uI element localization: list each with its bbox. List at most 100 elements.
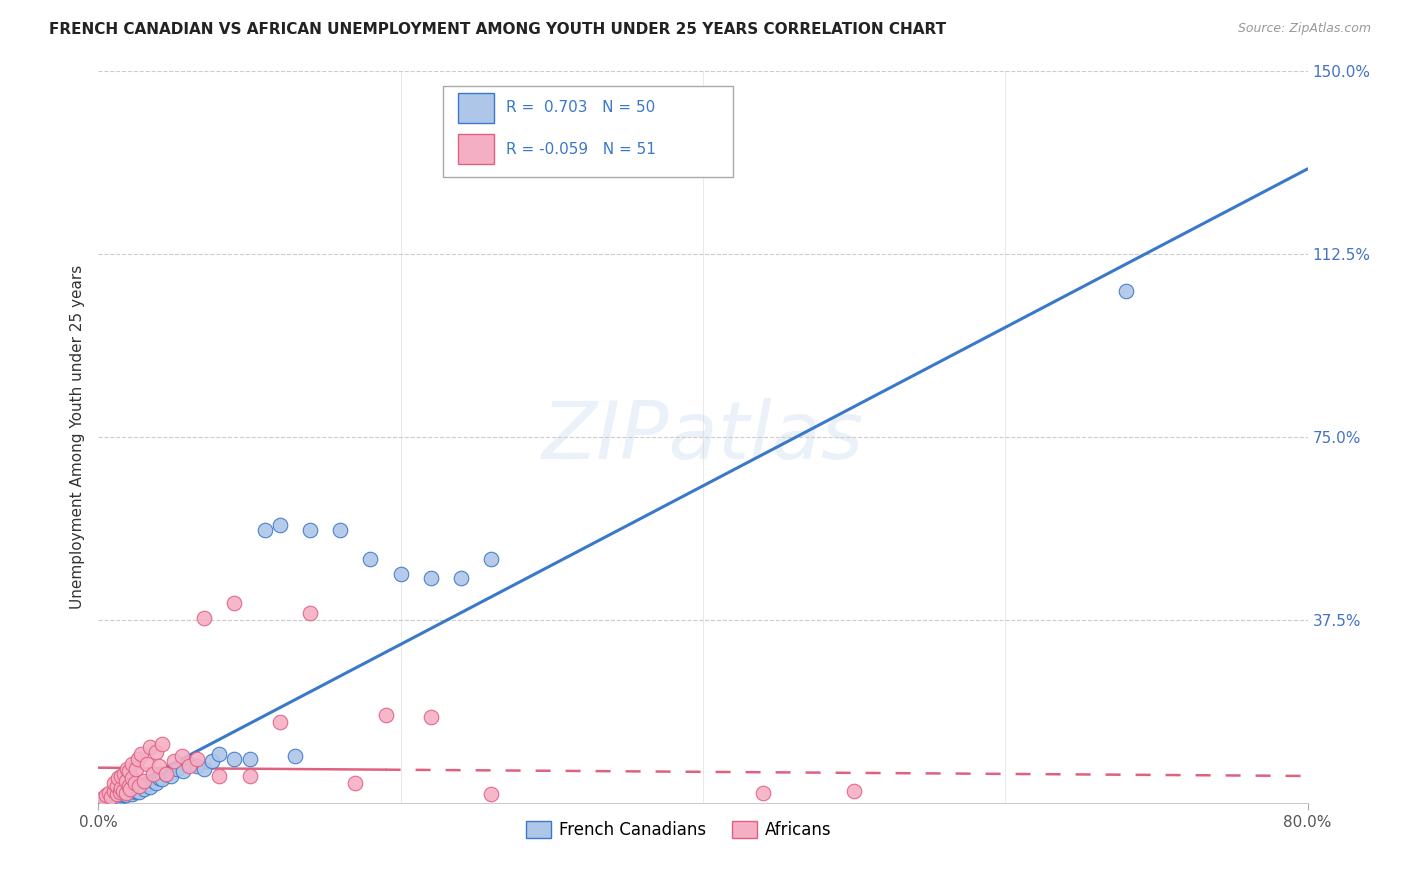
Point <box>135 756 157 771</box>
Point <box>112 766 135 780</box>
Point <box>389 566 412 581</box>
Point <box>170 749 193 764</box>
Point <box>239 769 262 783</box>
Point <box>193 610 215 624</box>
Point <box>135 777 157 791</box>
Point <box>150 737 173 751</box>
Point <box>115 762 138 776</box>
Text: R = -0.059   N = 51: R = -0.059 N = 51 <box>506 142 655 157</box>
Point <box>105 779 128 793</box>
FancyBboxPatch shape <box>457 135 494 164</box>
Point <box>155 766 177 780</box>
Text: R =  0.703   N = 50: R = 0.703 N = 50 <box>506 101 655 115</box>
Point <box>121 772 143 786</box>
Point <box>142 773 165 788</box>
Point <box>208 747 231 761</box>
Point <box>752 786 775 800</box>
Point <box>269 715 291 730</box>
Point <box>103 789 125 803</box>
Point <box>110 789 132 803</box>
Point <box>108 789 131 804</box>
Point <box>125 762 148 776</box>
Point <box>118 779 141 793</box>
Point <box>142 766 165 780</box>
Point <box>100 789 122 804</box>
Point <box>124 785 146 799</box>
Point <box>299 523 322 537</box>
Point <box>125 776 148 790</box>
Point <box>107 772 129 786</box>
Legend: French Canadians, Africans: French Canadians, Africans <box>519 814 838 846</box>
Point <box>208 769 231 783</box>
Point <box>145 745 167 759</box>
Y-axis label: Unemployment Among Youth under 25 years: Unemployment Among Youth under 25 years <box>69 265 84 609</box>
Point <box>114 786 136 800</box>
Text: FRENCH CANADIAN VS AFRICAN UNEMPLOYMENT AMONG YOUTH UNDER 25 YEARS CORRELATION C: FRENCH CANADIAN VS AFRICAN UNEMPLOYMENT … <box>49 22 946 37</box>
Point <box>98 786 121 800</box>
Point <box>193 762 215 776</box>
Point <box>844 783 866 797</box>
Point <box>253 523 276 537</box>
Text: Source: ZipAtlas.com: Source: ZipAtlas.com <box>1237 22 1371 36</box>
Point <box>481 787 503 801</box>
Point <box>284 749 307 764</box>
Point <box>129 747 152 761</box>
Point <box>239 752 262 766</box>
Point <box>148 772 170 786</box>
Point <box>108 785 131 799</box>
Point <box>121 756 143 771</box>
Point <box>329 523 352 537</box>
Point <box>148 759 170 773</box>
Point <box>129 779 152 793</box>
Point <box>1115 284 1137 298</box>
FancyBboxPatch shape <box>443 86 734 178</box>
FancyBboxPatch shape <box>457 94 494 122</box>
Point <box>121 787 143 801</box>
Point <box>100 791 122 805</box>
Point <box>105 786 128 800</box>
Point <box>224 752 246 766</box>
Point <box>105 787 128 801</box>
Point <box>163 755 186 769</box>
Point <box>111 783 134 797</box>
Text: ZIPatlas: ZIPatlas <box>541 398 865 476</box>
Point <box>110 783 132 797</box>
Point <box>139 780 162 795</box>
Point <box>172 764 194 778</box>
Point <box>132 773 155 788</box>
Point <box>114 773 136 788</box>
Point <box>420 710 443 724</box>
Point <box>103 792 125 806</box>
Point <box>124 776 146 790</box>
Point <box>186 759 208 773</box>
Point <box>186 752 208 766</box>
Point <box>128 779 150 793</box>
Point <box>111 787 134 801</box>
Point <box>91 791 114 805</box>
Point <box>360 552 382 566</box>
Point <box>299 606 322 620</box>
Point <box>139 739 162 754</box>
Point <box>118 779 141 793</box>
Point <box>166 762 188 776</box>
Point <box>118 764 141 778</box>
Point <box>132 782 155 797</box>
Point <box>127 752 149 766</box>
Point <box>118 786 141 800</box>
Point <box>481 552 503 566</box>
Point <box>420 572 443 586</box>
Point <box>114 781 136 796</box>
Point <box>155 766 177 780</box>
Point <box>150 772 173 787</box>
Point <box>120 782 142 797</box>
Point <box>201 755 224 769</box>
Point <box>160 769 183 783</box>
Point <box>450 572 472 586</box>
Point <box>374 708 396 723</box>
Point <box>179 759 201 773</box>
Point <box>114 789 136 803</box>
Point <box>105 791 128 805</box>
Point <box>121 782 143 797</box>
Point <box>103 783 125 797</box>
Point <box>344 776 367 790</box>
